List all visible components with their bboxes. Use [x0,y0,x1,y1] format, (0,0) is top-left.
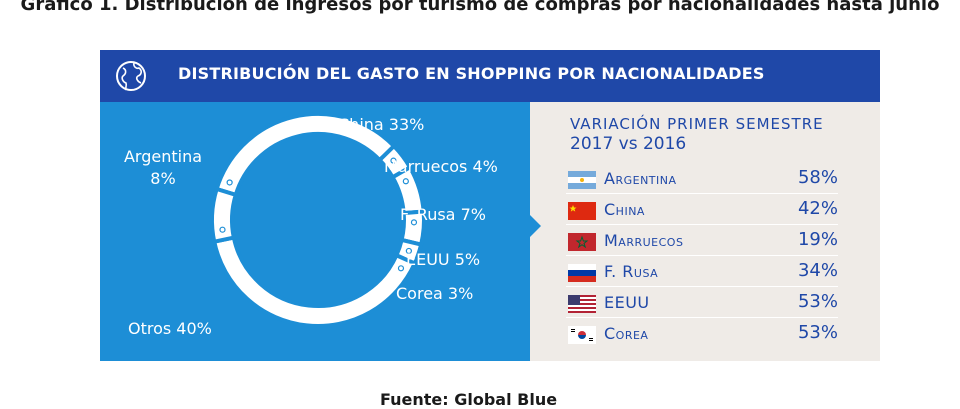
panel-pointer [530,215,541,237]
variation-subtitle: 2017 vs 2016 [570,134,687,154]
country-name: Argentina [604,169,677,188]
label-rusa: F. Rusa 7% [400,205,486,224]
donut-chart [210,112,426,328]
donut-slice-argentina [210,186,239,245]
table-row: F. Rusa 34% [566,260,838,287]
variation-value: 53% [797,322,838,343]
table-row: Marruecos 19% [566,229,838,256]
variation-heading: VARIACIÓN PRIMER SEMESTRE [570,115,824,133]
label-corea: Corea 3% [396,284,474,303]
variation-value: 53% [797,291,838,312]
country-name: Corea [604,324,649,343]
korea-flag-icon [568,326,596,344]
argentina-flag-icon [568,171,596,189]
banner: DISTRIBUCIÓN DEL GASTO EN SHOPPING POR N… [100,50,880,102]
table-row: EEUU 53% [566,291,838,318]
table-row: China 42% [566,198,838,225]
donut-dot-rusa [402,178,409,185]
donut-dot-china [226,179,233,186]
variation-value: 19% [797,229,838,250]
globe-icon [116,61,146,91]
variation-value: 34% [797,260,838,281]
donut-dot-marruecos [390,157,397,164]
country-name: F. Rusa [604,262,659,281]
label-marruecos: Marruecos 4% [384,157,498,176]
variation-value: 42% [797,198,838,219]
donut-slice-otros [211,235,418,328]
donut-dot-eeuu [410,219,418,226]
donut-dot-argentina [219,226,226,233]
variation-title: VARIACIÓN PRIMER SEMESTRE 2017 vs 2016 [570,114,870,154]
banner-title: DISTRIBUCIÓN DEL GASTO EN SHOPPING POR N… [178,64,765,83]
country-name: China [604,200,645,219]
donut-dot-corea [405,247,412,255]
figure-title: Gráfico 1. Distribución de ingresos por … [20,0,940,15]
infographic: DISTRIBUCIÓN DEL GASTO EN SHOPPING POR N… [100,50,880,361]
label-argentina: Argentina 8% [123,147,203,188]
label-otros: Otros 40% [128,319,212,338]
donut-dot-otros [397,265,405,272]
table-row: Argentina 58% [566,167,838,194]
china-flag-icon [568,202,596,220]
variation-value: 58% [797,167,838,188]
label-china: China 33% [338,115,425,134]
table-row: Corea 53% [566,322,838,348]
usa-flag-icon [568,295,596,313]
country-name: Marruecos [604,231,684,250]
russia-flag-icon [568,264,596,282]
label-eeuu: EEUU 5% [406,250,481,269]
country-name: EEUU [604,293,650,312]
morocco-flag-icon [568,233,596,251]
